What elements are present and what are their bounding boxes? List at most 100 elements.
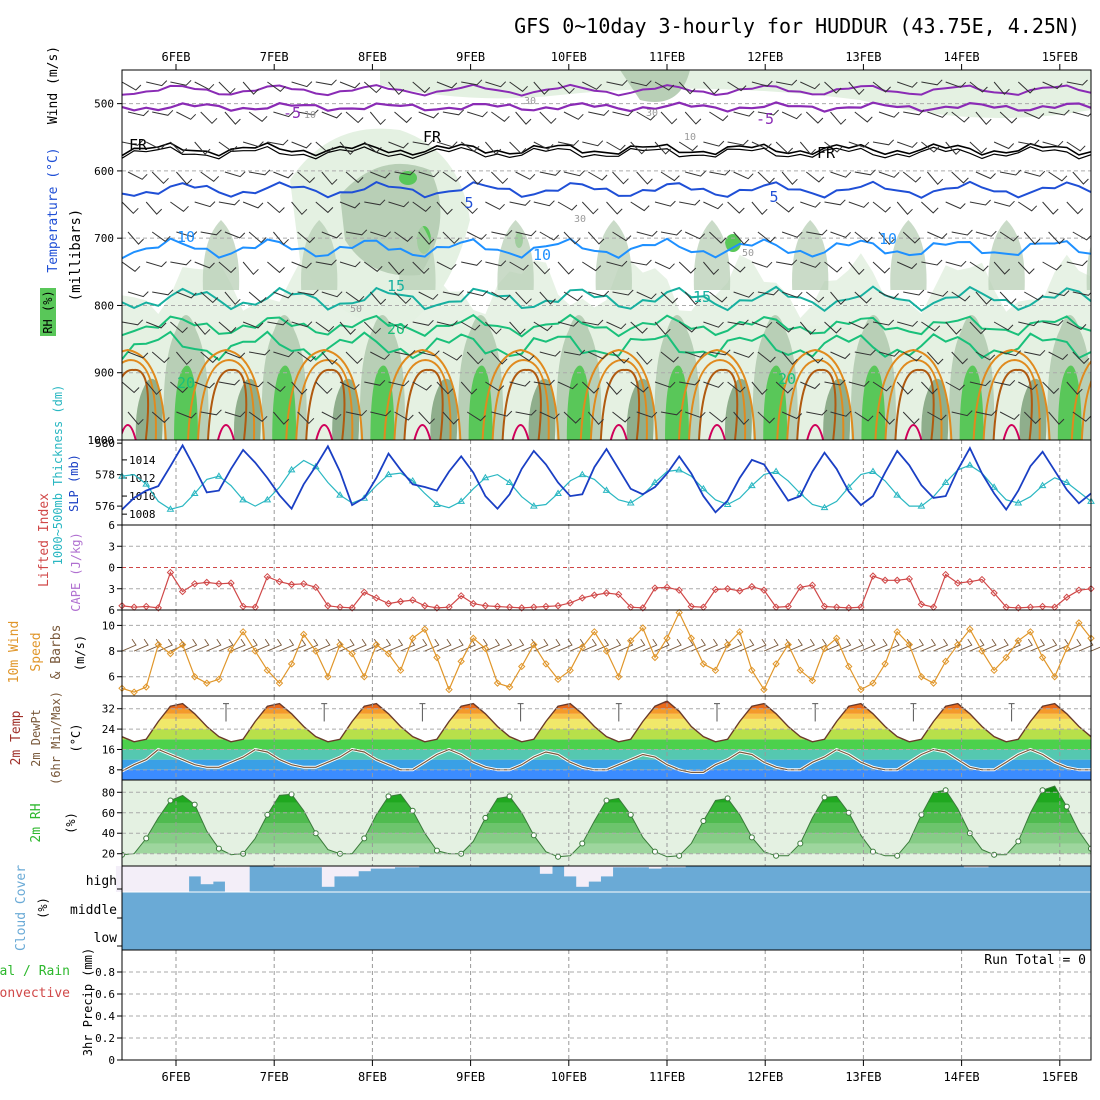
- wind10-speed-line-point: [312, 647, 320, 655]
- wind-barb: [1042, 319, 1064, 326]
- wind-barb: [703, 381, 724, 388]
- wind-barb: [249, 349, 271, 356]
- wind-barb: [709, 111, 729, 122]
- wind-barb: [751, 80, 773, 87]
- wind10-speed-line-point: [917, 673, 926, 681]
- wind-barb: [1042, 261, 1062, 271]
- wind-barb: [466, 351, 484, 365]
- wind-barb: [975, 409, 997, 416]
- wind-barb: [927, 351, 944, 365]
- thickness-line-point: [239, 495, 248, 503]
- wind-barb: [122, 139, 144, 146]
- wind-barb: [709, 291, 728, 303]
- wind-barb: [685, 170, 706, 177]
- lifted-index-line-point: [433, 604, 441, 612]
- wind-barb: [969, 81, 988, 93]
- wind10-speed-line-point: [687, 634, 695, 642]
- wind10-speed-line-point: [748, 666, 756, 675]
- lifted-index-line-point: [1075, 586, 1083, 594]
- rh2m-line-point: [143, 835, 150, 842]
- wind-barb: [630, 201, 650, 212]
- wind-barb: [654, 321, 671, 335]
- wind-barb: [1018, 320, 1040, 327]
- wind-barb: [678, 321, 698, 333]
- wind-barb: [418, 350, 440, 357]
- wind-barb: [606, 321, 627, 330]
- wind-barb: [999, 411, 1020, 421]
- wind-barb: [509, 199, 531, 206]
- lifted-index-line-point: [142, 602, 150, 611]
- wind-barb: [557, 381, 578, 390]
- wind-barb: [460, 201, 478, 215]
- wind10-speed-line-point: [1038, 653, 1047, 662]
- wind-barb: [466, 171, 483, 185]
- wind-barb: [902, 171, 922, 183]
- wind-barb: [515, 111, 532, 125]
- thickness-line-point: [917, 502, 926, 509]
- isotherm-warm-loop: [491, 358, 550, 440]
- wind-barb: [509, 321, 526, 335]
- wind-barb: [824, 379, 846, 386]
- wind-barb: [612, 231, 632, 242]
- wind10-label: 10m Wind: [7, 621, 22, 684]
- contour-label: 10: [304, 110, 316, 121]
- y-tick-label: 3: [108, 583, 115, 596]
- isotherm-hot-loop: [511, 424, 530, 440]
- wind-barb: [969, 141, 987, 154]
- wind-barb: [679, 199, 701, 206]
- cloud-high-cell: [273, 866, 287, 868]
- y-tick-label: 10: [102, 619, 115, 632]
- wind-barb: [927, 411, 947, 421]
- wind-barb: [612, 289, 634, 296]
- wind-barb-10m: [388, 638, 404, 652]
- wind10-speed-line-point: [663, 634, 671, 642]
- temp-band: [122, 701, 1091, 704]
- lifted-index-line-point: [820, 602, 829, 611]
- lower-panels: 576 578 580 1008 1010 1012 1014 6 3 0 3 6 6 8 10 8 16 24 3…: [70, 437, 1100, 1067]
- wind-barb: [388, 380, 410, 387]
- wind-barb-10m: [255, 638, 270, 652]
- wind-barb: [466, 231, 487, 240]
- wind-barb: [491, 351, 508, 365]
- wind-barb: [951, 351, 968, 365]
- wind-barb: [491, 291, 511, 301]
- lifted-index-line-point: [203, 578, 211, 587]
- wind10-speed-line-point: [736, 628, 744, 636]
- wind-barb: [194, 81, 215, 90]
- wind10-speed-line-point: [711, 666, 720, 675]
- wind-barb: [339, 201, 361, 209]
- cloud-high-cell: [200, 866, 214, 885]
- wind-barb: [775, 381, 794, 394]
- date-label-top: 8FEB: [358, 50, 387, 64]
- wind10-speed-line-point: [881, 660, 889, 668]
- thickness-line-point: [747, 481, 756, 489]
- thickness-line-point: [820, 503, 829, 511]
- isotherm-5: [122, 180, 1091, 199]
- wind-barb: [321, 111, 343, 119]
- wind-barb: [896, 381, 914, 395]
- wind-barb-10m: [509, 638, 525, 652]
- wind-barb: [345, 351, 363, 365]
- wind-barb: [733, 110, 755, 117]
- wind-barb: [509, 380, 531, 387]
- wind-barb: [394, 169, 416, 176]
- wind-barb: [897, 141, 918, 148]
- wind-barb: [945, 260, 967, 267]
- wind-barb: [442, 289, 464, 296]
- wind-barb: [612, 110, 634, 117]
- wind-barb-10m: [218, 638, 234, 652]
- cloud-high-cell: [636, 866, 650, 868]
- wind-barb-10m: [872, 638, 888, 652]
- wind-barb: [975, 230, 997, 237]
- wind-barb: [515, 409, 537, 416]
- wind10-speed-line-point: [287, 660, 296, 668]
- isotherm-hot-loop: [904, 424, 923, 440]
- cloud-label: Cloud Cover: [14, 865, 29, 951]
- wind-barb: [733, 291, 755, 298]
- run-total-label: Run Total = 0: [984, 953, 1086, 968]
- rh2m-line-point: [942, 787, 949, 794]
- temp-band: [122, 739, 1091, 750]
- lifted-index-line-point: [227, 579, 235, 587]
- wind-barb: [491, 111, 510, 122]
- wind-barb: [394, 231, 413, 242]
